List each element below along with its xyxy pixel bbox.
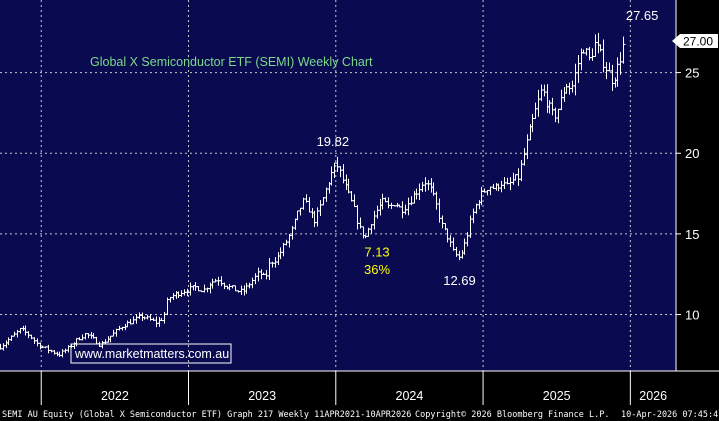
- y-tick-label: 20: [685, 146, 699, 161]
- x-tick-label: 2024: [396, 389, 424, 403]
- ohlc-bar: [621, 36, 626, 64]
- x-tick-label: 2023: [248, 389, 276, 403]
- watermark-text: www.marketmatters.com.au: [74, 347, 229, 361]
- annotation-label: 12.69: [443, 273, 476, 288]
- annotation-label: 7.13: [364, 244, 389, 259]
- plot-background: [0, 0, 676, 371]
- x-axis-panel: [0, 371, 719, 407]
- x-tick-label: 2022: [101, 389, 129, 403]
- footer-left: SEMI AU Equity (Global X Semiconductor E…: [2, 410, 411, 420]
- chart-title: Global X Semiconductor ETF (SEMI) Weekly…: [90, 55, 373, 69]
- last-price-label: 27.00: [683, 35, 713, 49]
- annotation-label: 36%: [364, 262, 390, 277]
- ohlc-bars: [0, 32, 626, 358]
- annotation-label: 27.65: [626, 8, 659, 23]
- footer-center: Copyright© 2026 Bloomberg Finance L.P.: [415, 410, 609, 420]
- y-axis-panel: [676, 0, 719, 371]
- footer-right: 10-Apr-2026 07:45:47: [621, 410, 719, 420]
- x-tick-label: 2025: [543, 389, 571, 403]
- annotations: 27.65 19.82 7.13 36% 12.69: [317, 8, 659, 288]
- y-tick-label: 15: [685, 227, 699, 242]
- watermark: www.marketmatters.com.au: [70, 343, 232, 364]
- last-price-marker: 27.00: [672, 34, 718, 49]
- grid: [0, 0, 676, 371]
- annotation-label: 19.82: [317, 134, 350, 149]
- x-tick-label: 2026: [639, 389, 667, 403]
- y-tick-label: 25: [685, 66, 699, 81]
- y-tick-label: 10: [685, 308, 699, 323]
